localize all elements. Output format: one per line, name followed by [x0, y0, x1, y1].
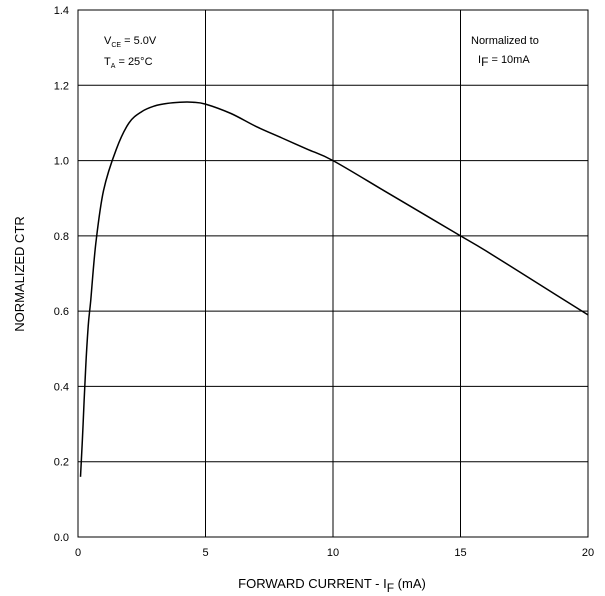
y-tick-label: 0.6: [54, 306, 69, 318]
y-tick-label: 0.0: [54, 532, 69, 544]
x-tick-label: 5: [202, 547, 208, 559]
y-tick-label: 0.8: [54, 231, 69, 243]
y-tick-label: 1.2: [54, 80, 69, 92]
ta-annotation: TA = 25°C: [104, 56, 153, 70]
x-tick-label: 0: [75, 547, 81, 559]
y-tick-label: 1.0: [54, 156, 69, 168]
x-tick-label: 15: [454, 547, 466, 559]
y-tick-label: 1.4: [54, 5, 69, 17]
plot-area-frame: [77, 9, 589, 538]
x-tick-label: 20: [582, 547, 594, 559]
vce-annotation: VCE = 5.0V: [104, 35, 157, 49]
normalized-if-label: IF = 10mA: [478, 54, 530, 69]
y-axis-title: NORMALIZED CTR: [12, 216, 27, 332]
x-axis-title: FORWARD CURRENT - IF (mA): [238, 576, 426, 595]
ctr-curve: [79, 101, 589, 477]
y-tick-label: 0.4: [54, 381, 69, 393]
grid-lines: [77, 9, 589, 538]
y-tick-label: 0.2: [54, 457, 69, 469]
x-tick-labels: 0 5 10 15 20: [75, 547, 594, 559]
x-tick-label: 10: [327, 547, 339, 559]
normalized-to-label: Normalized to: [471, 35, 539, 47]
y-tick-labels: 0.0 0.2 0.4 0.6 0.8 1.0 1.2 1.4: [54, 5, 69, 544]
